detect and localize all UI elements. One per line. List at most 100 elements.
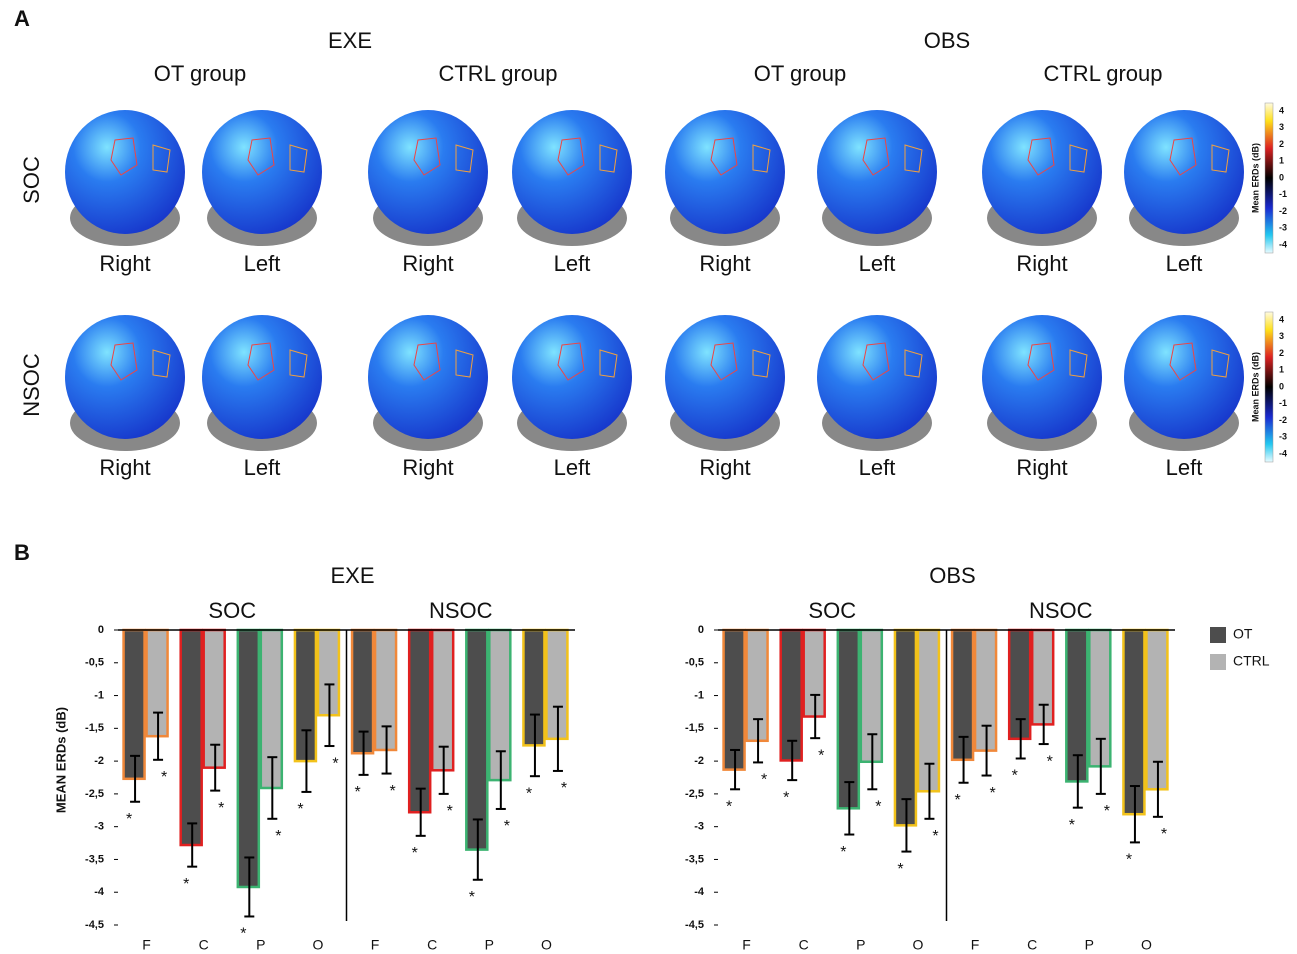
- group-title: OT group: [754, 61, 847, 86]
- legend-swatch: [1210, 654, 1226, 670]
- x-tick-label: P: [485, 937, 494, 953]
- significance-label: *: [726, 799, 732, 816]
- chart-title: OBS: [929, 563, 975, 588]
- colorbar-tick: -1: [1279, 189, 1287, 199]
- y-tick-label: -1,5: [85, 722, 104, 734]
- view-label: Left: [554, 251, 591, 276]
- y-tick-label: 0: [98, 624, 104, 636]
- y-tick-label: -3: [94, 821, 104, 833]
- y-tick-label: -2: [694, 755, 704, 767]
- legend-label: OT: [1233, 626, 1253, 642]
- colorbar-tick: 0: [1279, 381, 1284, 391]
- view-label: Right: [1016, 251, 1067, 276]
- colorbar-tick: 1: [1279, 365, 1284, 375]
- y-tick-label: -4: [94, 886, 105, 898]
- y-tick-label: -4: [694, 886, 705, 898]
- y-tick-label: 0: [698, 624, 704, 636]
- group-title: SOC: [808, 598, 856, 623]
- condition-title: EXE: [328, 28, 372, 53]
- significance-label: *: [818, 747, 824, 764]
- bar: [466, 630, 487, 850]
- significance-label: *: [389, 783, 395, 800]
- group-title: CTRL group: [1043, 61, 1162, 86]
- significance-label: *: [447, 803, 453, 820]
- x-tick-label: F: [971, 937, 980, 953]
- significance-label: *: [1104, 803, 1110, 820]
- significance-label: *: [183, 876, 189, 893]
- view-label: Right: [402, 251, 453, 276]
- view-label: Right: [402, 455, 453, 480]
- group-title: NSOC: [429, 598, 493, 623]
- bar: [895, 630, 916, 825]
- colorbar-tick: 2: [1279, 348, 1284, 358]
- y-axis-label: MEAN ERDs (dB): [53, 707, 68, 813]
- bar: [181, 630, 202, 845]
- x-tick-label: O: [541, 937, 552, 953]
- colorbar-tick: 0: [1279, 172, 1284, 182]
- group-title: NSOC: [1029, 598, 1093, 623]
- page: {"panel_a": {"label": "A", "conditions":…: [0, 0, 1297, 954]
- chart-title: EXE: [330, 563, 374, 588]
- colorbar-tick: -4: [1279, 239, 1287, 249]
- colorbar-tick: 3: [1279, 122, 1284, 132]
- significance-label: *: [275, 828, 281, 845]
- significance-label: *: [840, 844, 846, 861]
- y-tick-label: -0,5: [685, 657, 704, 669]
- view-label: Left: [1166, 455, 1203, 480]
- significance-label: *: [932, 828, 938, 845]
- significance-label: *: [297, 801, 303, 818]
- colorbar: [1265, 312, 1273, 462]
- view-label: Left: [554, 455, 591, 480]
- significance-label: *: [761, 772, 767, 789]
- view-label: Left: [1166, 251, 1203, 276]
- significance-label: *: [504, 818, 510, 835]
- panel-label: A: [14, 6, 30, 31]
- significance-label: *: [1161, 826, 1167, 843]
- bar: [724, 630, 745, 770]
- view-label: Left: [244, 251, 281, 276]
- significance-label: *: [561, 780, 567, 797]
- x-tick-label: F: [371, 937, 380, 953]
- view-label: Left: [859, 455, 896, 480]
- x-tick-label: O: [912, 937, 923, 953]
- y-tick-label: -3,5: [685, 853, 704, 865]
- y-tick-label: -0,5: [85, 657, 104, 669]
- view-label: Right: [1016, 455, 1067, 480]
- significance-label: *: [469, 889, 475, 906]
- y-tick-label: -2,5: [85, 788, 104, 800]
- y-tick-label: -2,5: [685, 788, 704, 800]
- significance-label: *: [218, 800, 224, 817]
- significance-label: *: [1069, 817, 1075, 834]
- colorbar-tick: 4: [1279, 105, 1284, 115]
- x-tick-label: O: [1141, 937, 1152, 953]
- significance-label: *: [954, 792, 960, 809]
- x-tick-label: C: [799, 937, 809, 953]
- group-title: CTRL group: [438, 61, 557, 86]
- y-tick-label: -1,5: [685, 722, 704, 734]
- view-label: Right: [99, 455, 150, 480]
- y-tick-label: -4,5: [685, 919, 704, 931]
- colorbar-tick: -2: [1279, 415, 1287, 425]
- view-label: Right: [699, 251, 750, 276]
- x-tick-label: O: [312, 937, 323, 953]
- row-label: SOC: [19, 156, 44, 204]
- bar: [238, 630, 259, 887]
- figure: A B EXEOT groupCTRL groupOBSOT groupCTRL…: [0, 0, 1297, 954]
- legend-label: CTRL: [1233, 653, 1270, 669]
- significance-label: *: [332, 755, 338, 772]
- colorbar-tick: -2: [1279, 206, 1287, 216]
- legend-swatch: [1210, 627, 1226, 643]
- x-tick-label: C: [427, 937, 437, 953]
- colorbar-tick: 4: [1279, 314, 1284, 324]
- y-tick-label: -2: [94, 755, 104, 767]
- colorbar-tick: -3: [1279, 223, 1287, 233]
- y-tick-label: -1: [694, 689, 704, 701]
- bar: [409, 630, 430, 812]
- x-tick-label: P: [1085, 937, 1094, 953]
- significance-label: *: [126, 811, 132, 828]
- view-label: Right: [99, 251, 150, 276]
- colorbar-tick: -3: [1279, 432, 1287, 442]
- significance-label: *: [783, 789, 789, 806]
- x-tick-label: P: [256, 937, 265, 953]
- significance-label: *: [875, 799, 881, 816]
